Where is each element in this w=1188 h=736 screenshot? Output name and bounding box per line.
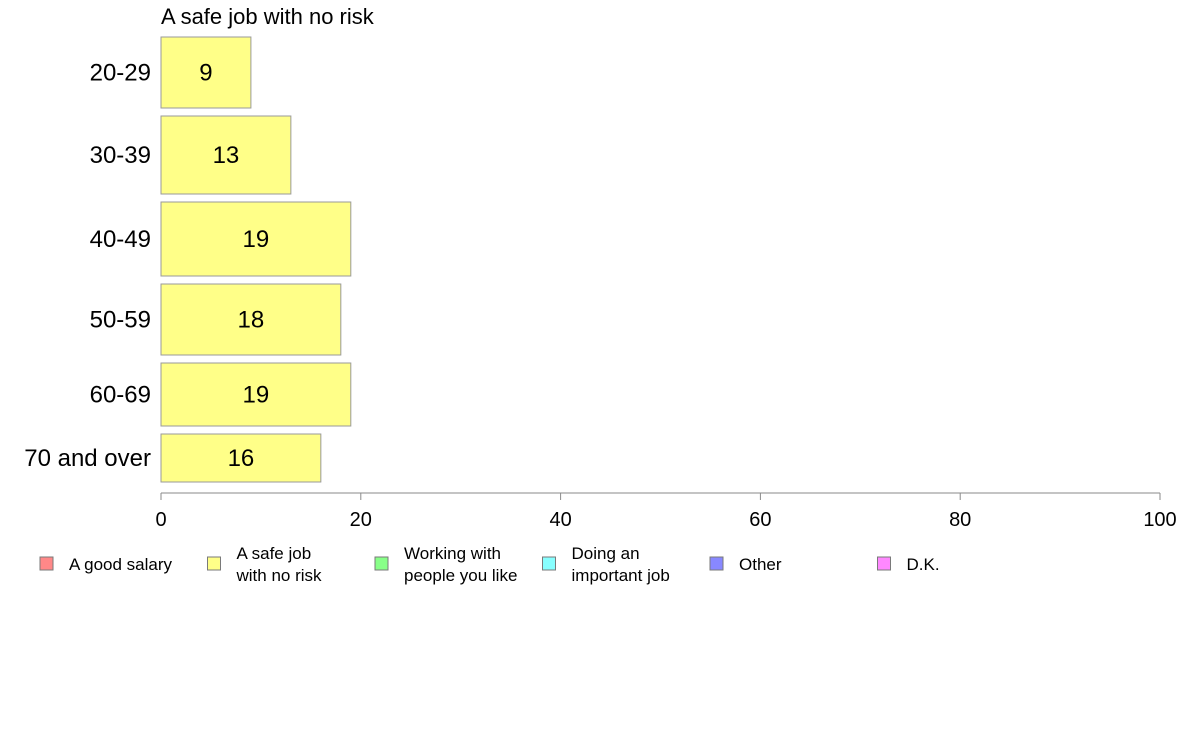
category-label: 70 and over — [24, 445, 151, 472]
legend-item: Other — [709, 555, 782, 574]
legend-label: Other — [739, 555, 782, 574]
data-label: 16 — [228, 445, 255, 472]
legend: A good salary A safe job with no risk Worki… — [39, 544, 940, 585]
x-tick-label: 0 — [155, 509, 166, 531]
x-axis: 0 20 40 60 80 100 — [155, 492, 1177, 531]
category-label: 60-69 — [90, 382, 151, 409]
legend-item: Doing an important job — [542, 544, 670, 585]
legend-label: important job — [572, 566, 670, 585]
legend-item: A safe job with no risk — [207, 544, 323, 585]
legend-swatch — [39, 556, 54, 571]
legend-label: people you like — [404, 566, 517, 585]
legend-label: Working with — [404, 544, 501, 563]
data-label: 13 — [213, 142, 240, 169]
chart-title: A safe job with no risk — [161, 4, 375, 29]
x-tick-label: 20 — [350, 509, 372, 531]
legend-swatch — [709, 556, 724, 571]
legend-swatch — [207, 556, 221, 571]
data-label: 9 — [199, 60, 212, 87]
category-label: 40-49 — [90, 226, 151, 253]
bar-20-29 — [160, 36, 252, 109]
x-tick-label: 80 — [949, 509, 971, 531]
bar-30-39 — [160, 115, 292, 195]
bar-70-and-over — [160, 433, 322, 483]
legend-label: D.K. — [907, 555, 940, 574]
legend-label: with no risk — [236, 566, 323, 585]
data-label: 19 — [243, 382, 270, 409]
legend-item: D.K. — [877, 555, 940, 574]
legend-swatch — [374, 556, 389, 571]
legend-item: A good salary — [39, 555, 173, 574]
legend-label: A good salary — [69, 555, 173, 574]
data-label: 19 — [243, 226, 270, 253]
category-label: 50-59 — [90, 307, 151, 334]
data-label: 18 — [238, 307, 265, 334]
x-tick-label: 60 — [749, 509, 771, 531]
bar-50-59 — [160, 283, 342, 356]
bar-40-49 — [160, 201, 352, 277]
legend-label: A safe job — [237, 544, 312, 563]
bars-group: 9 20-29 13 30-39 19 40-49 18 50-59 19 60-69 16 70 a… — [24, 36, 352, 483]
legend-swatch — [877, 556, 891, 571]
x-tick-label: 40 — [549, 509, 571, 531]
bar-60-69 — [160, 362, 352, 427]
x-tick-label: 100 — [1143, 509, 1176, 531]
legend-swatch — [542, 556, 556, 571]
legend-item: Working with people you like — [374, 544, 517, 585]
category-label: 20-29 — [90, 60, 151, 87]
legend-label: Doing an — [572, 544, 640, 563]
category-label: 30-39 — [90, 142, 151, 169]
